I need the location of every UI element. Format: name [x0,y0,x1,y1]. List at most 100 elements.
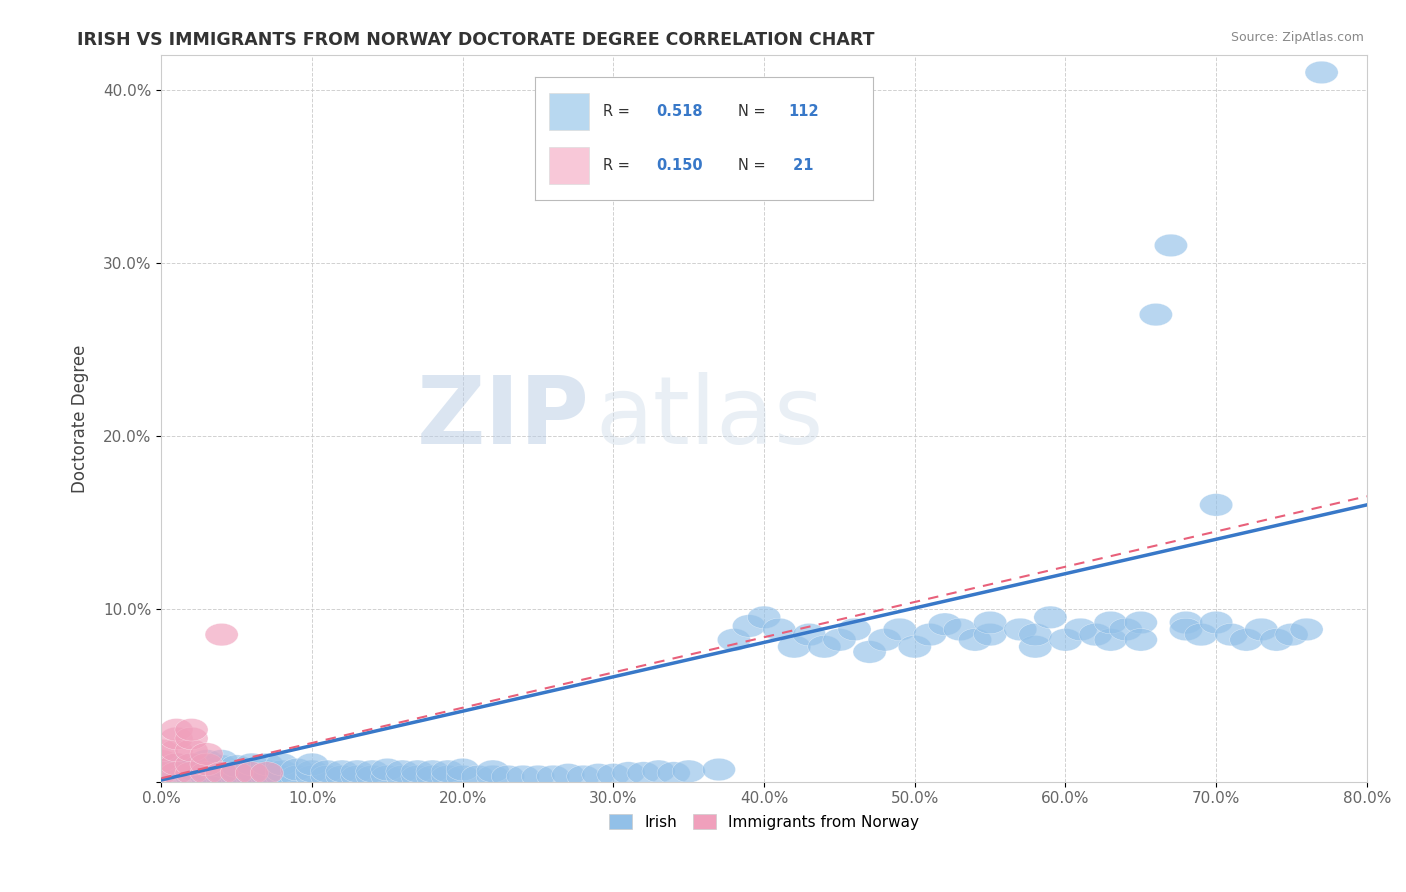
Ellipse shape [808,635,841,658]
Ellipse shape [174,727,208,749]
Ellipse shape [356,760,389,782]
Ellipse shape [266,753,298,776]
Text: IRISH VS IMMIGRANTS FROM NORWAY DOCTORATE DEGREE CORRELATION CHART: IRISH VS IMMIGRANTS FROM NORWAY DOCTORAT… [77,31,875,49]
Ellipse shape [401,765,434,788]
Ellipse shape [973,624,1007,646]
Ellipse shape [190,753,224,776]
Ellipse shape [446,758,479,780]
Ellipse shape [477,760,509,782]
Ellipse shape [145,739,179,762]
Ellipse shape [567,765,600,788]
Ellipse shape [1199,493,1233,516]
Ellipse shape [461,765,495,788]
Ellipse shape [205,624,238,646]
Ellipse shape [250,753,284,776]
Ellipse shape [326,765,359,788]
Ellipse shape [1215,624,1247,646]
Ellipse shape [385,765,419,788]
Ellipse shape [174,762,208,784]
Ellipse shape [174,753,208,776]
Ellipse shape [1004,618,1036,640]
Ellipse shape [326,760,359,782]
Ellipse shape [1078,624,1112,646]
Ellipse shape [973,611,1007,633]
Ellipse shape [371,758,404,780]
Ellipse shape [160,739,193,762]
Ellipse shape [1109,618,1142,640]
Ellipse shape [1275,624,1308,646]
Ellipse shape [1260,629,1294,651]
Ellipse shape [733,615,766,637]
Ellipse shape [340,760,374,782]
Ellipse shape [266,765,298,788]
Ellipse shape [235,765,269,788]
Ellipse shape [703,758,735,780]
Ellipse shape [174,765,208,788]
Ellipse shape [160,762,193,784]
Ellipse shape [762,618,796,640]
Ellipse shape [190,762,224,784]
Ellipse shape [1199,611,1233,633]
Ellipse shape [311,760,343,782]
Ellipse shape [250,762,284,784]
Text: Source: ZipAtlas.com: Source: ZipAtlas.com [1230,31,1364,45]
Ellipse shape [717,629,751,651]
Ellipse shape [190,749,224,772]
Ellipse shape [145,749,179,772]
Ellipse shape [235,760,269,782]
Ellipse shape [778,635,811,658]
Ellipse shape [446,765,479,788]
Ellipse shape [174,758,208,780]
Ellipse shape [235,753,269,776]
Ellipse shape [596,764,630,786]
Ellipse shape [311,765,343,788]
Ellipse shape [959,629,991,651]
Ellipse shape [221,760,253,782]
Y-axis label: Doctorate Degree: Doctorate Degree [72,344,89,492]
Ellipse shape [898,635,931,658]
Ellipse shape [221,755,253,777]
Ellipse shape [1019,635,1052,658]
Ellipse shape [205,755,238,777]
Ellipse shape [340,765,374,788]
Ellipse shape [612,762,645,784]
Ellipse shape [491,765,524,788]
Ellipse shape [838,618,872,640]
Ellipse shape [1154,235,1188,257]
Ellipse shape [672,760,706,782]
Ellipse shape [174,719,208,741]
Ellipse shape [205,762,238,784]
Ellipse shape [160,753,193,776]
Ellipse shape [250,765,284,788]
Ellipse shape [943,618,977,640]
Ellipse shape [250,760,284,782]
Ellipse shape [582,764,614,786]
Ellipse shape [174,753,208,776]
Ellipse shape [551,764,585,786]
Ellipse shape [1305,62,1339,84]
Ellipse shape [174,739,208,762]
Ellipse shape [1049,629,1083,651]
Text: ZIP: ZIP [416,372,589,465]
Ellipse shape [914,624,946,646]
Ellipse shape [1230,629,1263,651]
Ellipse shape [295,765,329,788]
Ellipse shape [1244,618,1278,640]
Ellipse shape [160,753,193,776]
Ellipse shape [205,749,238,772]
Ellipse shape [160,727,193,749]
Ellipse shape [643,760,675,782]
Ellipse shape [1184,624,1218,646]
Ellipse shape [190,760,224,782]
Ellipse shape [928,613,962,635]
Ellipse shape [221,762,253,784]
Ellipse shape [1139,303,1173,326]
Ellipse shape [190,743,224,765]
Ellipse shape [522,765,554,788]
Ellipse shape [748,606,780,629]
Ellipse shape [295,760,329,782]
Ellipse shape [1019,624,1052,646]
Ellipse shape [1033,606,1067,629]
Ellipse shape [868,629,901,651]
Ellipse shape [793,624,825,646]
